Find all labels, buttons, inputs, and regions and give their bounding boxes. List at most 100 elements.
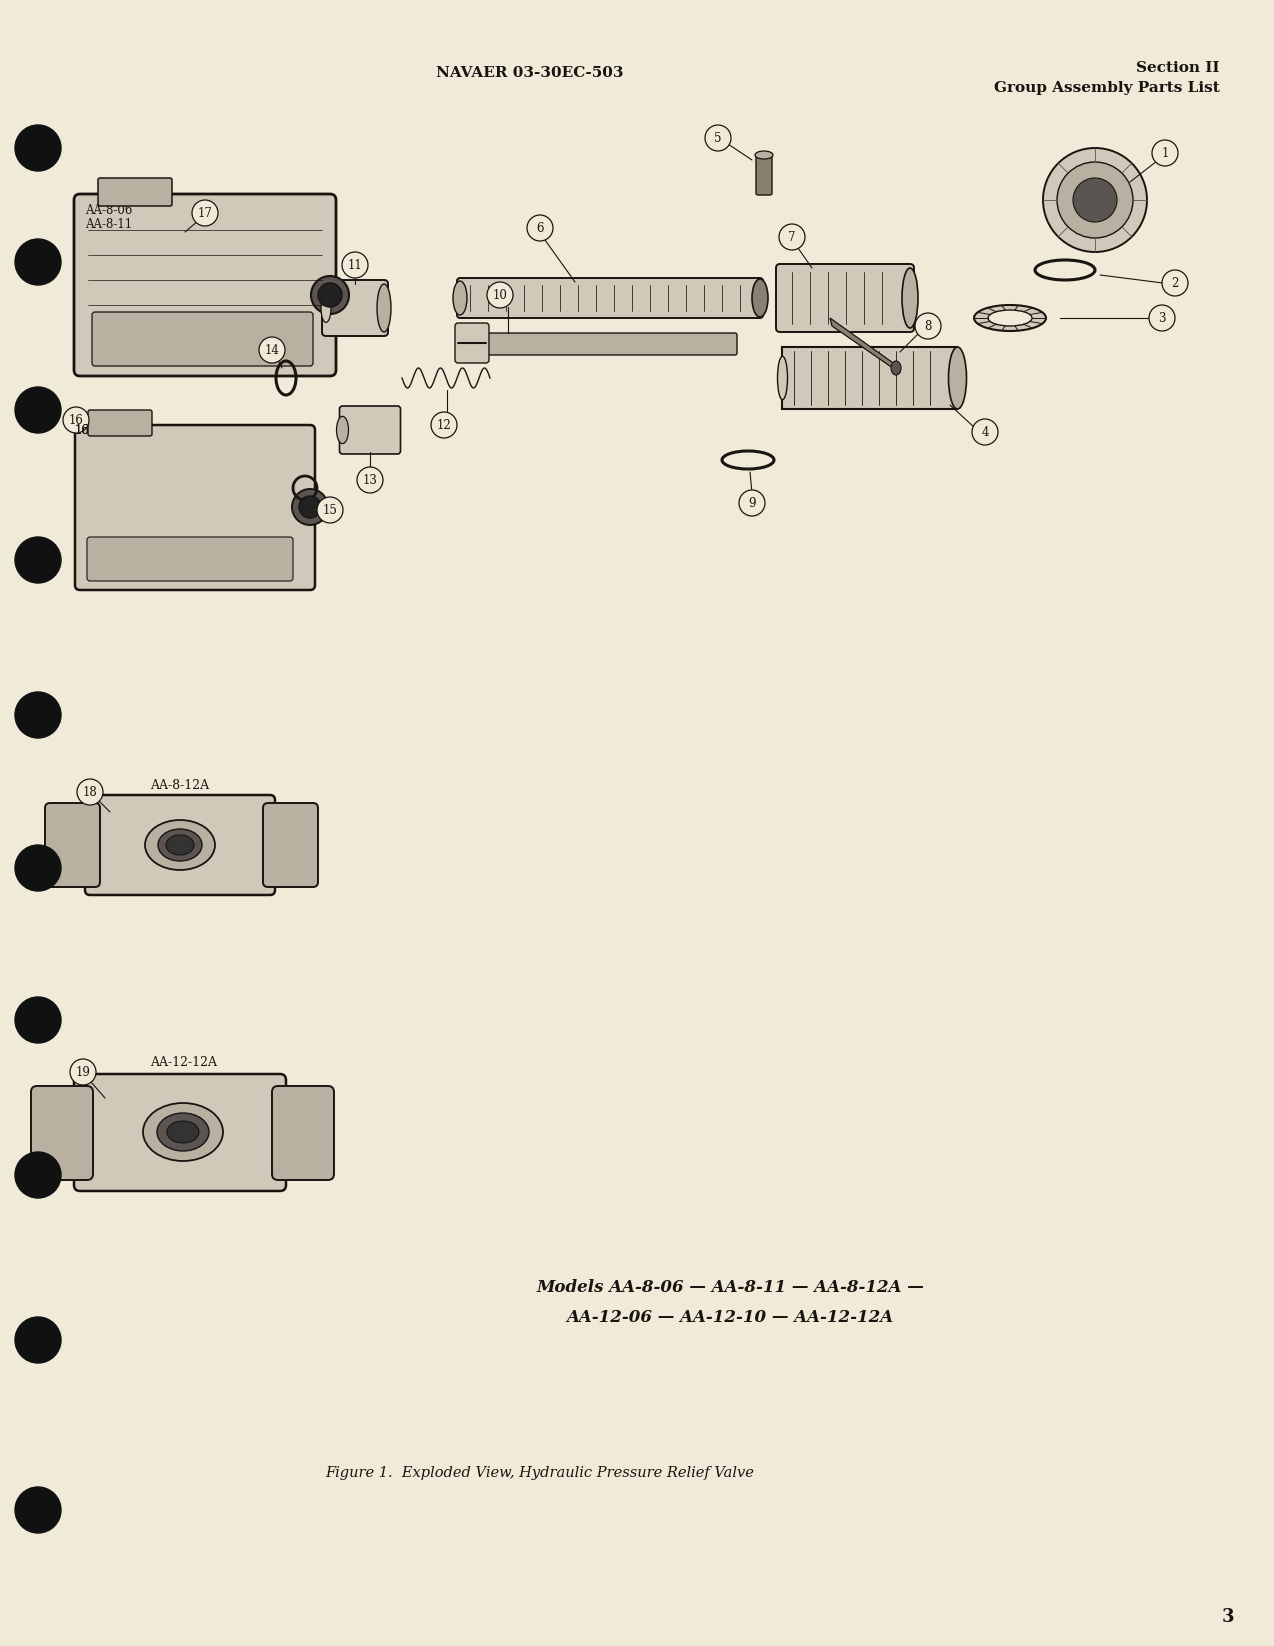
Circle shape <box>915 313 941 339</box>
Ellipse shape <box>299 495 321 518</box>
Circle shape <box>357 467 383 494</box>
FancyBboxPatch shape <box>74 194 336 375</box>
Circle shape <box>62 407 89 433</box>
Text: 10: 10 <box>493 288 507 301</box>
Text: Section II: Section II <box>1136 61 1220 76</box>
Ellipse shape <box>755 151 773 160</box>
Text: 16: 16 <box>69 413 83 426</box>
Text: AA-8-12A: AA-8-12A <box>150 779 209 792</box>
FancyBboxPatch shape <box>457 278 763 318</box>
Circle shape <box>972 420 998 444</box>
Circle shape <box>15 537 61 583</box>
Ellipse shape <box>145 820 215 871</box>
Ellipse shape <box>158 830 203 861</box>
Text: 14: 14 <box>265 344 279 357</box>
Text: 6: 6 <box>536 222 544 234</box>
Text: 2: 2 <box>1171 277 1178 290</box>
Circle shape <box>15 844 61 890</box>
Circle shape <box>15 691 61 737</box>
FancyBboxPatch shape <box>92 313 313 365</box>
FancyBboxPatch shape <box>45 803 99 887</box>
Text: 11: 11 <box>348 258 362 272</box>
Ellipse shape <box>311 277 349 314</box>
Ellipse shape <box>336 416 349 444</box>
Ellipse shape <box>318 283 341 308</box>
FancyBboxPatch shape <box>31 1086 93 1180</box>
FancyBboxPatch shape <box>339 407 400 454</box>
Text: 8: 8 <box>925 319 931 332</box>
FancyBboxPatch shape <box>776 263 913 332</box>
Text: 9: 9 <box>748 497 755 510</box>
Text: AA-8-11: AA-8-11 <box>85 217 132 230</box>
Circle shape <box>70 1058 96 1085</box>
Ellipse shape <box>752 280 768 318</box>
Circle shape <box>739 491 764 515</box>
FancyBboxPatch shape <box>87 537 293 581</box>
FancyBboxPatch shape <box>88 410 152 436</box>
Ellipse shape <box>975 305 1046 331</box>
Text: Figure 1.  Exploded View, Hydraulic Pressure Relief Valve: Figure 1. Exploded View, Hydraulic Press… <box>326 1467 754 1480</box>
FancyBboxPatch shape <box>755 153 772 194</box>
Text: 16: 16 <box>75 423 89 436</box>
Circle shape <box>15 1317 61 1363</box>
Text: 17: 17 <box>197 206 213 219</box>
Circle shape <box>1152 140 1178 166</box>
Text: 16: 16 <box>75 423 89 436</box>
Circle shape <box>15 239 61 285</box>
Ellipse shape <box>454 281 468 314</box>
Circle shape <box>76 779 103 805</box>
Polygon shape <box>829 318 899 374</box>
Circle shape <box>778 224 805 250</box>
Ellipse shape <box>902 268 919 328</box>
Ellipse shape <box>891 360 901 375</box>
FancyBboxPatch shape <box>322 280 389 336</box>
Text: 18: 18 <box>83 785 97 798</box>
Ellipse shape <box>377 285 391 332</box>
FancyBboxPatch shape <box>262 803 318 887</box>
Text: 3: 3 <box>1222 1608 1235 1626</box>
FancyBboxPatch shape <box>455 323 489 364</box>
Text: AA-8-06: AA-8-06 <box>85 204 132 217</box>
Circle shape <box>15 1152 61 1198</box>
Circle shape <box>259 337 285 364</box>
Circle shape <box>341 252 368 278</box>
Text: 15: 15 <box>322 504 338 517</box>
FancyBboxPatch shape <box>85 795 275 895</box>
Circle shape <box>192 201 218 226</box>
Circle shape <box>1162 270 1187 296</box>
Text: 5: 5 <box>715 132 722 145</box>
Text: Group Assembly Parts List: Group Assembly Parts List <box>994 81 1220 95</box>
Text: 19: 19 <box>75 1065 90 1078</box>
FancyBboxPatch shape <box>74 1073 285 1192</box>
Circle shape <box>15 387 61 433</box>
FancyBboxPatch shape <box>98 178 172 206</box>
Circle shape <box>431 412 457 438</box>
Ellipse shape <box>167 1121 199 1142</box>
Ellipse shape <box>321 293 331 323</box>
Text: 7: 7 <box>789 230 796 244</box>
Circle shape <box>15 997 61 1044</box>
Circle shape <box>1043 148 1147 252</box>
FancyBboxPatch shape <box>273 1086 334 1180</box>
Text: 1: 1 <box>1162 146 1168 160</box>
Circle shape <box>15 1486 61 1532</box>
Text: Models AA-8-06 — AA-8-11 — AA-8-12A —: Models AA-8-06 — AA-8-11 — AA-8-12A — <box>536 1279 924 1295</box>
Text: 13: 13 <box>363 474 377 487</box>
Ellipse shape <box>143 1103 223 1160</box>
Text: 4: 4 <box>981 426 989 438</box>
Text: AA-12-06 — AA-12-10 — AA-12-12A: AA-12-06 — AA-12-10 — AA-12-12A <box>567 1310 893 1327</box>
Polygon shape <box>782 347 958 408</box>
Circle shape <box>15 125 61 171</box>
Circle shape <box>705 125 731 151</box>
Circle shape <box>527 216 553 240</box>
Text: 12: 12 <box>437 418 451 431</box>
Circle shape <box>1073 178 1117 222</box>
Circle shape <box>1149 305 1175 331</box>
Text: NAVAER 03-30EC-503: NAVAER 03-30EC-503 <box>436 66 624 81</box>
Circle shape <box>487 281 513 308</box>
Text: 3: 3 <box>1158 311 1166 324</box>
Ellipse shape <box>292 489 327 525</box>
Ellipse shape <box>166 835 194 854</box>
Circle shape <box>317 497 343 523</box>
Circle shape <box>1057 161 1133 239</box>
